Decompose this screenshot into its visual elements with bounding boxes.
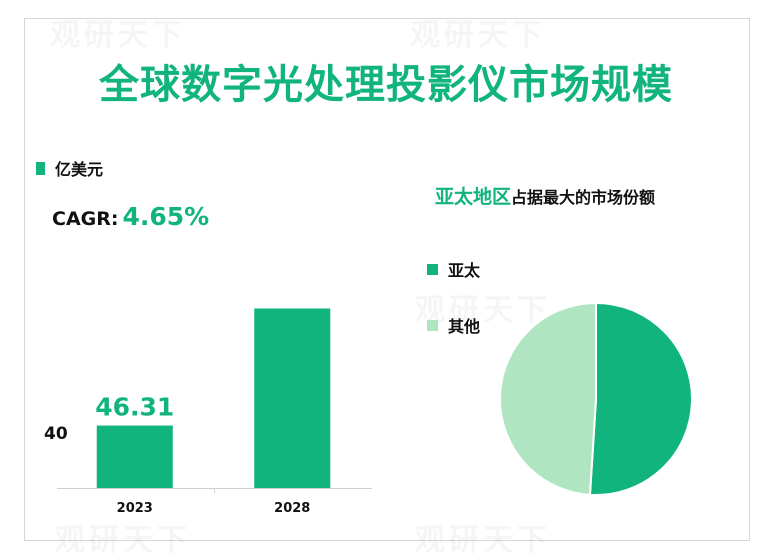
bar-2028 [254,308,331,488]
pie-title: 亚太地区占据最大的市场份额 [435,182,655,209]
bar-2023 [96,425,173,488]
pie-legend-item-asia-pacific: 亚太 [427,257,480,281]
y-tick-label: 40 [44,424,68,444]
x-tick-label: 2028 [274,501,310,516]
pie-legend-swatch [427,263,438,275]
cagr-value: 4.65% [122,202,210,231]
bar-data-label: 46.31 [95,393,174,422]
cagr-annotation: CAGR: 4.65% [52,202,209,231]
bar-legend: 亿美元 [36,156,103,180]
pie-legend-swatch [427,319,438,331]
bar-legend-label: 亿美元 [55,160,104,179]
pie-legend-item-other: 其他 [427,313,480,337]
pie-title-rest: 占据最大的市场份额 [511,188,656,207]
chart-title: 全球数字光处理投影仪市场规模 [99,62,673,108]
pie-legend-label: 亚太 [448,261,481,280]
x-tick-label: 2023 [117,501,153,516]
pie-title-highlight: 亚太地区 [435,186,512,208]
pie-legend-label: 其他 [448,317,481,336]
bar-legend-swatch [36,161,45,175]
pie-slice-asia-pacific [588,301,693,496]
pie-slice-other [498,301,597,496]
cagr-label: CAGR: [52,208,119,230]
